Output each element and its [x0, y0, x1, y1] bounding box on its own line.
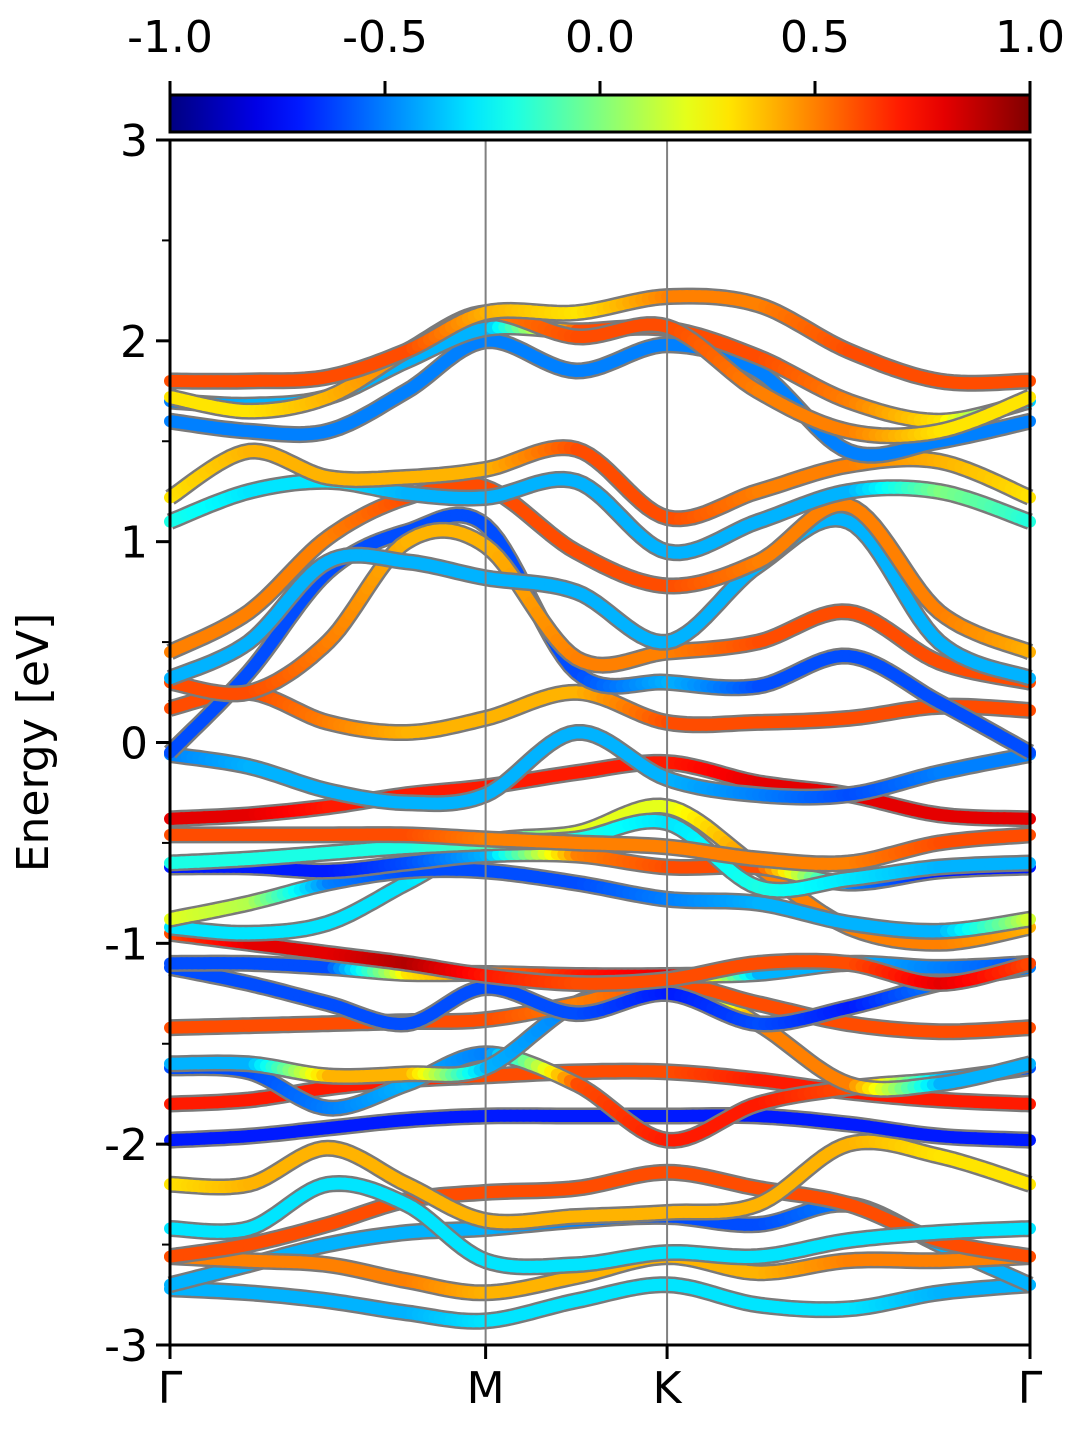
band-24	[170, 519, 1030, 678]
x-tick-label: M	[467, 1363, 505, 1414]
colorbar: -1.0 -0.5 0.0 0.5 1.0	[127, 12, 1065, 132]
x-tick-label: Γ	[158, 1363, 183, 1414]
y-axis-label: Energy [eV]	[8, 613, 59, 873]
y-tick-label: 2	[120, 317, 148, 368]
colorbar-tick-label: -0.5	[342, 12, 428, 63]
y-tick-label: 1	[120, 518, 148, 569]
colorbar-tick-label: 0.0	[565, 12, 635, 63]
band-25	[170, 484, 1030, 652]
bands	[170, 296, 1030, 1321]
y-tick-label: 3	[120, 116, 148, 167]
y-tick-label: -1	[104, 919, 148, 970]
band-6	[170, 1116, 1030, 1141]
colorbar-rect	[170, 95, 1030, 132]
colorbar-tick-label: 1.0	[995, 12, 1065, 63]
band-0	[170, 1285, 1030, 1322]
y-tick-label: 0	[120, 719, 148, 770]
band-26	[170, 479, 1030, 552]
x-tick-label: K	[653, 1363, 683, 1414]
x-tick-label: Γ	[1018, 1363, 1043, 1414]
y-tick-label: -2	[104, 1120, 148, 1171]
colorbar-tick-label: -1.0	[127, 12, 213, 63]
y-tick-label: -3	[104, 1321, 148, 1372]
colorbar-tick-label: 0.5	[780, 12, 850, 63]
band-21	[170, 692, 1030, 732]
